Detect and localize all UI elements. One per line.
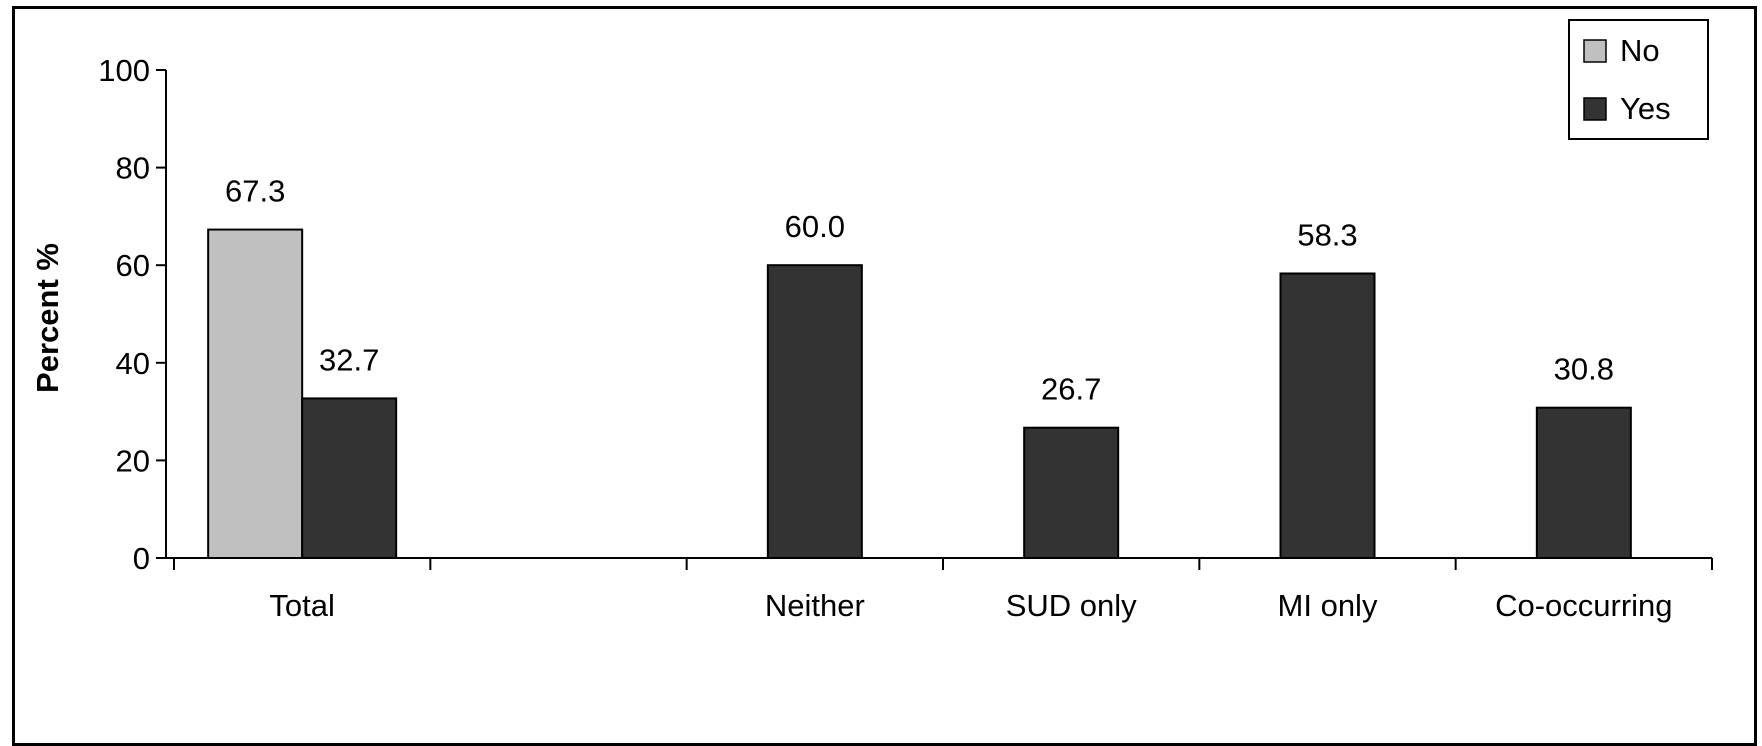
data-label: 32.7 bbox=[319, 342, 379, 377]
legend-swatch-no bbox=[1583, 39, 1607, 63]
legend-swatch-yes bbox=[1583, 97, 1607, 121]
data-label: 58.3 bbox=[1297, 217, 1357, 252]
y-tick-label: 20 bbox=[116, 443, 150, 478]
bar-yes-4 bbox=[1279, 272, 1376, 559]
bar-no-0 bbox=[207, 228, 304, 560]
x-ticks: Total Neither SUD only MI only Co-occurring bbox=[173, 558, 1713, 623]
x-category-label: Co-occurring bbox=[1495, 588, 1672, 623]
data-label: 30.8 bbox=[1554, 352, 1614, 387]
bars-layer bbox=[207, 228, 1632, 560]
bar-yes-0 bbox=[301, 397, 398, 560]
y-axis-title: Percent % bbox=[30, 243, 65, 393]
x-category-label: SUD only bbox=[1006, 588, 1137, 623]
y-tick-label: 60 bbox=[116, 248, 150, 283]
y-tick-label: 0 bbox=[133, 541, 150, 576]
legend-label-yes: Yes bbox=[1620, 91, 1671, 126]
x-category-label: Total bbox=[269, 588, 334, 623]
x-category-label: Neither bbox=[765, 588, 865, 623]
data-labels: 67.3 32.7 60.0 26.7 58.3 30.8 bbox=[225, 174, 1614, 407]
bar-yes-2 bbox=[766, 264, 863, 559]
axes-layer bbox=[165, 70, 1712, 559]
bar-yes-3 bbox=[1023, 426, 1120, 560]
legend: No Yes bbox=[1568, 19, 1709, 140]
data-label: 67.3 bbox=[225, 174, 285, 209]
y-tick-label: 80 bbox=[116, 151, 150, 186]
x-category-label: MI only bbox=[1278, 588, 1378, 623]
y-ticks: 0 20 40 60 80 100 bbox=[98, 53, 166, 576]
legend-label-no: No bbox=[1620, 33, 1660, 68]
y-tick-label: 40 bbox=[116, 346, 150, 381]
data-label: 26.7 bbox=[1041, 372, 1101, 407]
bar-yes-5 bbox=[1535, 406, 1632, 560]
y-tick-label: 100 bbox=[98, 53, 150, 88]
data-label: 60.0 bbox=[785, 209, 845, 244]
